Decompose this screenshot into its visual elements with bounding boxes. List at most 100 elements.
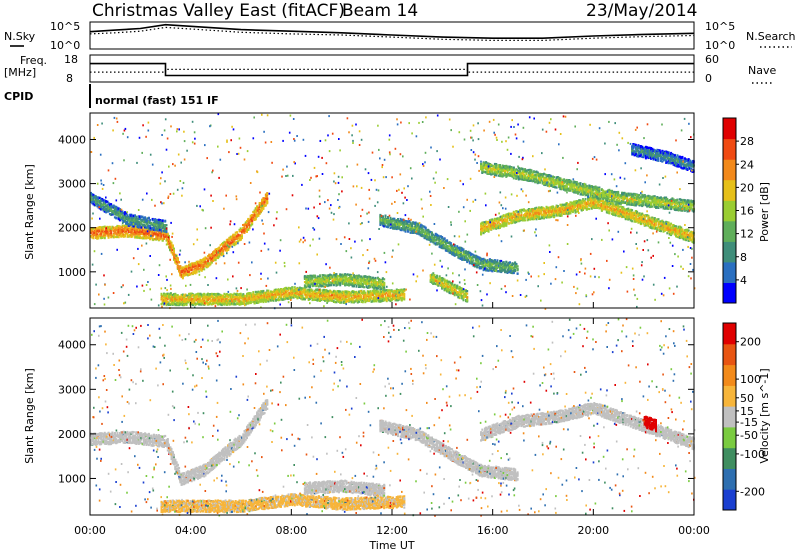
echo-cell <box>353 285 355 287</box>
echo-cell <box>358 301 360 303</box>
echo-cell <box>166 231 168 233</box>
cpid-label: CPID <box>4 90 33 103</box>
echo-cell <box>368 282 370 284</box>
echo-cell <box>291 287 293 289</box>
echo-cell <box>266 202 268 204</box>
echo-cell <box>363 286 365 288</box>
echo-cell <box>340 302 342 304</box>
echo-cell <box>162 220 164 222</box>
freq-tick-top: 18 <box>64 53 78 66</box>
echo-cell <box>207 260 209 262</box>
noise-series <box>90 25 694 41</box>
frequency-series <box>90 64 694 76</box>
freq-unit-label: [MHz] <box>4 66 36 79</box>
power-echoes <box>90 113 695 310</box>
echo-cell <box>250 292 252 294</box>
echo-cell <box>109 226 111 228</box>
echo-cell <box>104 237 106 239</box>
echo-cell <box>328 292 330 294</box>
echo-cell <box>361 295 363 297</box>
echo-cell <box>222 253 224 255</box>
echo-cell <box>171 242 173 244</box>
echo-band <box>304 273 385 290</box>
echo-cell <box>383 278 385 280</box>
echo-cell <box>403 288 405 290</box>
echo-cell <box>164 220 166 222</box>
echo-cell <box>262 290 264 292</box>
echo-cell <box>227 249 229 251</box>
frequency-panel: Freq. [MHz] 18 8 60 0 Nave <box>4 53 776 85</box>
echo-cell <box>161 229 163 231</box>
nave-line <box>90 69 694 72</box>
echo-cell <box>377 290 379 292</box>
nave-label: Nave <box>748 64 776 77</box>
echo-cell <box>251 222 253 224</box>
echo-cell <box>135 216 137 218</box>
echo-cell <box>203 268 205 270</box>
echo-band <box>90 192 268 279</box>
noise-panel: N.Sky 10^5 10^0 10^5 10^0 N.Search <box>4 20 796 52</box>
echo-cell <box>403 295 405 297</box>
echo-cell <box>110 232 112 234</box>
echo-cell <box>173 248 175 250</box>
echo-cell <box>294 286 296 288</box>
echo-cell <box>149 219 151 221</box>
echo-cell <box>266 193 268 195</box>
echo-cell <box>246 231 248 233</box>
echo-cell <box>177 258 179 260</box>
echo-cell <box>385 215 387 217</box>
echo-cell <box>119 225 121 227</box>
echo-cell <box>241 237 243 239</box>
echo-cell <box>309 286 311 288</box>
echo-cell <box>374 277 376 279</box>
echo-cell <box>383 284 385 286</box>
echo-cell <box>252 291 254 293</box>
noise-line-nsearch <box>90 27 694 40</box>
noise-tick-bottom-left: 10^0 <box>50 39 80 52</box>
echo-cell <box>265 204 267 206</box>
echo-cell <box>383 282 385 284</box>
echo-cell <box>93 237 95 239</box>
echo-cell <box>362 284 364 286</box>
echo-cell <box>230 245 232 247</box>
echo-cell <box>161 293 163 295</box>
echo-cell <box>332 276 334 278</box>
station-title: Christmas Valley East (fitACF) <box>92 1 345 21</box>
echo-cell <box>115 217 117 219</box>
echo-cell <box>382 296 384 298</box>
frequency-panel-frame <box>90 55 694 82</box>
echo-cell <box>330 284 332 286</box>
echo-band <box>161 286 406 306</box>
echo-cell <box>124 235 126 237</box>
echo-cell <box>236 231 238 233</box>
echo-cell <box>178 261 180 263</box>
date-label: 23/May/2014 <box>586 1 698 21</box>
echo-cell <box>140 227 142 229</box>
echo-cell <box>362 301 364 303</box>
echo-cell <box>383 288 385 290</box>
nsearch-label: N.Search <box>746 30 796 43</box>
echo-cell <box>173 250 175 252</box>
cpid-mode-text: normal (fast) 151 IF <box>95 94 219 107</box>
echo-cell <box>161 235 163 237</box>
echo-cell <box>186 304 188 306</box>
radar-summary-plot: Christmas Valley East (fitACF) Beam 14 2… <box>0 0 800 554</box>
echo-cell <box>182 277 184 279</box>
echo-cell <box>215 259 217 261</box>
noise-line-nsky <box>90 25 694 39</box>
echo-cell <box>191 269 193 271</box>
nave-tick-bottom: 0 <box>705 72 712 85</box>
echo-cell <box>166 224 168 226</box>
echo-cell <box>218 255 220 257</box>
echo-cell <box>110 203 112 205</box>
echo-cell <box>339 282 341 284</box>
echo-cell <box>118 236 120 238</box>
echo-cell <box>319 274 321 276</box>
echo-cell <box>198 270 200 272</box>
echo-cell <box>128 217 130 219</box>
echo-cell <box>108 237 110 239</box>
echo-cell <box>148 217 150 219</box>
noise-tick-top-right: 10^5 <box>705 20 735 33</box>
echo-cell <box>172 245 174 247</box>
